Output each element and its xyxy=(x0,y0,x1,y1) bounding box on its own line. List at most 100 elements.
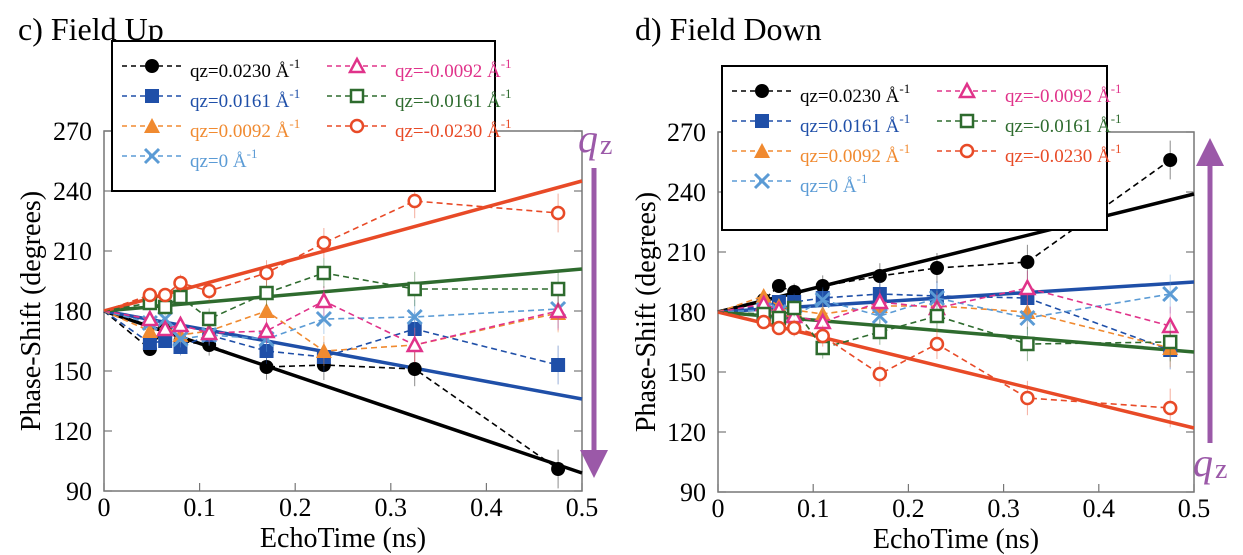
marker-square xyxy=(142,336,157,350)
y-tick-label: 150 xyxy=(53,357,92,386)
legend-label: qz=0 Å-1 xyxy=(800,171,867,197)
y-tick-label: 120 xyxy=(53,417,92,446)
legend-item: qz=-0.0092 Å-1 xyxy=(937,81,1122,107)
marker-circle-open xyxy=(316,235,332,251)
marker-circle-open xyxy=(142,287,158,303)
legend-box xyxy=(721,65,1108,231)
x-axis-label: EchoTime (ns) xyxy=(260,523,426,554)
legend: qz=0.0230 Å-1 qz=0.0161 Å-1 qz=0.0092 Å-1 q… xyxy=(721,65,1122,231)
arrow-down-icon xyxy=(580,168,608,478)
y-tick-label: 240 xyxy=(53,177,92,206)
marker-triangle-open xyxy=(347,56,367,74)
marker-triangle-open xyxy=(156,319,175,337)
y-tick-label: 90 xyxy=(66,477,92,506)
marker-triangle-open xyxy=(549,301,568,319)
marker-square-open xyxy=(407,281,422,297)
marker-square-open xyxy=(157,299,173,315)
legend-label: qz=0.0161 Å-1 xyxy=(800,111,910,137)
marker-triangle-open xyxy=(1018,278,1037,296)
marker-circle xyxy=(551,462,566,476)
marker-square-open xyxy=(349,88,365,104)
legend-label: qz=-0.0230 Å-1 xyxy=(1005,141,1122,167)
marker-square xyxy=(755,114,769,128)
marker-square xyxy=(145,89,159,103)
legend-label: qz=0 Å-1 xyxy=(190,146,257,172)
y-axis-label: Phase-Shift (degrees) xyxy=(16,191,47,431)
marker-x xyxy=(143,147,161,165)
data-series xyxy=(717,274,1179,336)
legend-item: qz=0.0230 Å-1 xyxy=(122,56,300,82)
arrow-up-icon xyxy=(1196,138,1224,443)
legend-item: qz=-0.0161 Å-1 xyxy=(937,111,1122,137)
legend-box xyxy=(111,40,496,192)
marker-square xyxy=(158,334,173,348)
marker-square xyxy=(551,358,566,372)
series-dashed-line xyxy=(103,310,559,470)
marker-square-open xyxy=(786,300,802,316)
x-tick-label: 0 xyxy=(712,494,725,523)
legend-label: qz=0.0230 Å-1 xyxy=(190,56,300,82)
y-axis-label: Phase-Shift (degrees) xyxy=(631,192,662,432)
marker-square xyxy=(259,344,274,358)
marker-circle-open xyxy=(201,283,217,299)
legend: qz=0.0230 Å-1 qz=0.0161 Å-1 qz=0.0092 Å-1 q… xyxy=(111,40,512,192)
marker-square-open xyxy=(173,289,188,305)
marker-circle-open xyxy=(1020,390,1035,406)
marker-circle xyxy=(407,362,422,376)
legend-label: qz=0.0092 Å-1 xyxy=(800,141,910,167)
y-tick-label: 240 xyxy=(667,178,706,207)
y-tick-label: 90 xyxy=(680,478,706,507)
y-tick-label: 270 xyxy=(53,117,92,146)
legend-item: qz=0.0092 Å-1 xyxy=(732,141,910,167)
legend-item: qz=0 Å-1 xyxy=(732,171,867,197)
marker-circle-open xyxy=(173,275,188,291)
legend-item: qz=0.0161 Å-1 xyxy=(122,86,300,112)
x-tick-label: 0.4 xyxy=(1083,494,1116,523)
marker-circle-open xyxy=(929,336,945,352)
marker-circle xyxy=(815,279,830,293)
marker-circle-open xyxy=(259,265,274,281)
marker-triangle xyxy=(144,118,160,133)
marker-circle-open xyxy=(407,193,422,209)
x-tick-label: 0 xyxy=(98,493,111,522)
marker-circle-open xyxy=(771,320,787,336)
legend-label: qz=0.0092 Å-1 xyxy=(190,116,300,142)
x-tick-label: 0.3 xyxy=(987,494,1020,523)
marker-triangle xyxy=(754,143,770,158)
marker-circle-open xyxy=(349,118,365,134)
legend-label: qz=-0.0092 Å-1 xyxy=(1005,81,1122,107)
marker-circle xyxy=(771,279,786,293)
marker-triangle-open xyxy=(171,315,190,333)
legend-label: qz=0.0161 Å-1 xyxy=(190,86,300,112)
marker-square xyxy=(407,322,422,336)
marker-triangle-open xyxy=(257,321,276,339)
x-tick-label: 0.1 xyxy=(183,493,216,522)
data-series xyxy=(717,311,1178,428)
legend-label: qz=-0.0161 Å-1 xyxy=(395,86,512,112)
y-tick-label: 210 xyxy=(53,237,92,266)
marker-triangle xyxy=(141,323,158,338)
marker-x xyxy=(1019,309,1036,327)
legend-item: qz=-0.0230 Å-1 xyxy=(327,116,512,142)
marker-circle-open xyxy=(756,314,771,330)
qz-label: q xyxy=(1193,440,1213,485)
marker-square-open xyxy=(1020,336,1035,352)
x-tick-label: 0.5 xyxy=(1178,494,1211,523)
marker-triangle xyxy=(315,343,332,358)
x-tick-label: 0.2 xyxy=(279,493,312,522)
marker-triangle-open xyxy=(200,323,219,341)
x-tick-label: 0.4 xyxy=(470,493,503,522)
marker-x xyxy=(1162,285,1179,303)
marker-triangle-open xyxy=(140,309,159,327)
marker-x xyxy=(315,310,332,328)
y-tick-label: 180 xyxy=(667,298,706,327)
marker-circle-open xyxy=(550,205,566,221)
marker-triangle-open xyxy=(314,291,333,309)
marker-triangle-open xyxy=(405,335,424,353)
marker-circle xyxy=(259,360,274,374)
marker-triangle-open xyxy=(1161,316,1180,334)
qz-label: q xyxy=(578,116,598,161)
